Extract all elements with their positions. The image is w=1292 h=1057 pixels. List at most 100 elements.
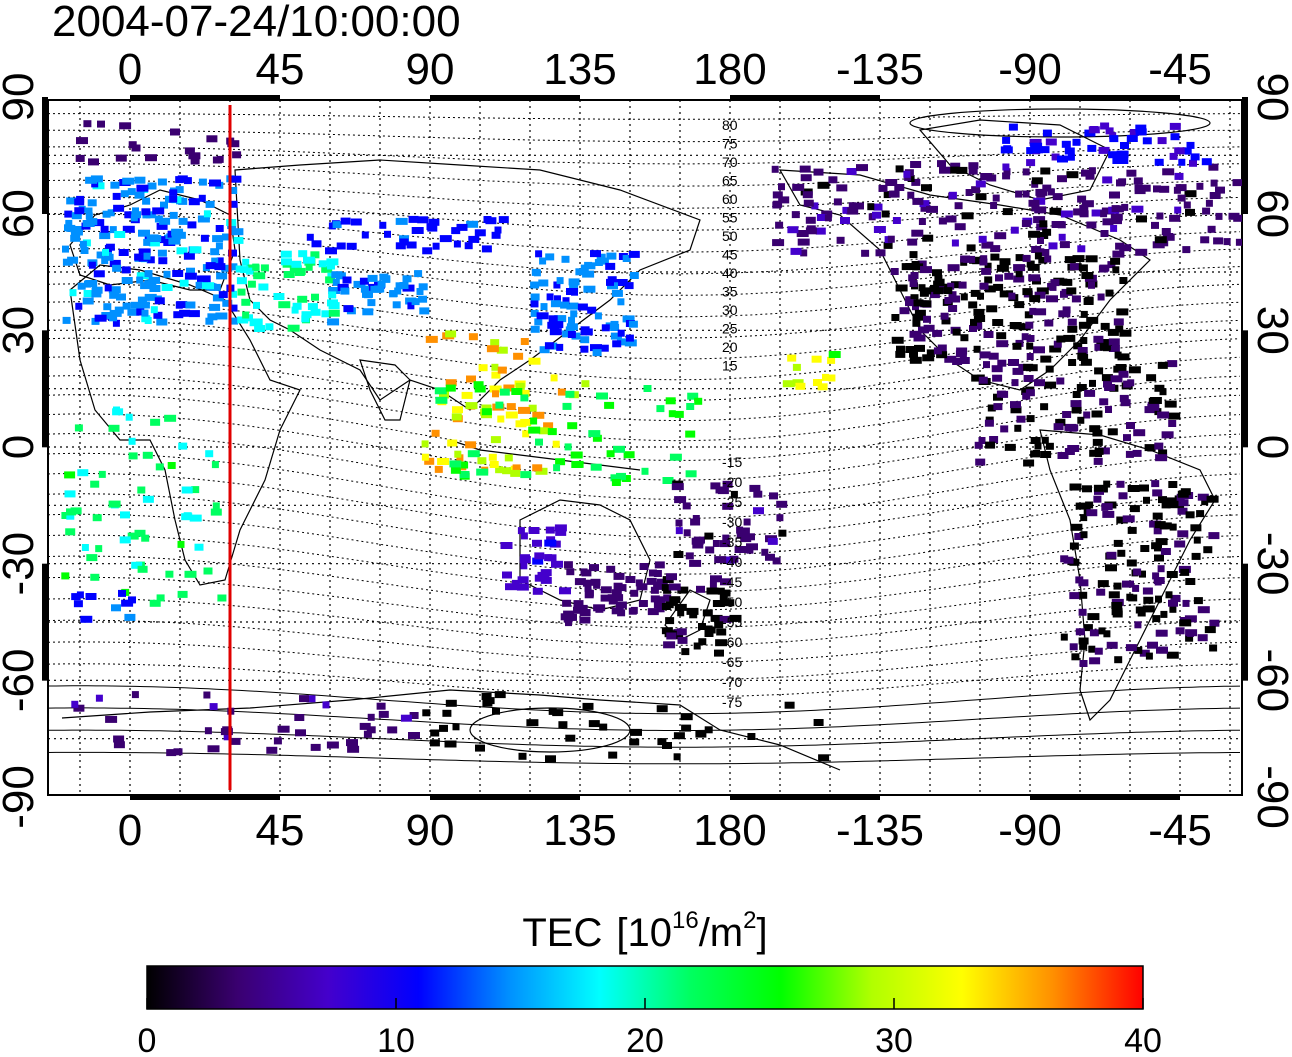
tec-cell bbox=[1112, 250, 1125, 258]
tec-cell bbox=[553, 464, 561, 472]
tec-cell bbox=[1052, 193, 1063, 201]
tec-cell bbox=[1031, 177, 1043, 185]
tec-cell bbox=[1143, 496, 1150, 504]
mlat-label: 80 bbox=[722, 117, 738, 133]
tec-cell bbox=[1158, 496, 1167, 504]
tec-cell bbox=[399, 282, 409, 289]
tec-cell bbox=[675, 519, 683, 527]
tec-cell bbox=[787, 226, 799, 234]
tec-cell bbox=[292, 302, 302, 310]
y-axis-right: 9060300-30-60-90 bbox=[1248, 73, 1292, 829]
tec-cell bbox=[360, 285, 369, 293]
tec-cell bbox=[736, 531, 749, 539]
tec-cell bbox=[945, 215, 957, 223]
tec-cell bbox=[613, 582, 623, 590]
tec-cell bbox=[1011, 379, 1019, 387]
tec-cell bbox=[1151, 480, 1160, 488]
tec-cell bbox=[1087, 144, 1097, 152]
tec-cell bbox=[299, 695, 309, 703]
tec-cell bbox=[593, 581, 601, 589]
tec-cell bbox=[95, 694, 103, 702]
tec-cell bbox=[188, 310, 200, 318]
tec-cell bbox=[289, 265, 302, 273]
tec-cell bbox=[1066, 171, 1079, 179]
tec-cell bbox=[938, 217, 947, 225]
tec-cell bbox=[567, 331, 576, 338]
tec-cell bbox=[1079, 204, 1089, 212]
tec-cell bbox=[828, 176, 838, 184]
tec-cell bbox=[310, 308, 321, 316]
tec-cell bbox=[570, 451, 583, 459]
tec-cell bbox=[1139, 484, 1149, 492]
tec-cell bbox=[1157, 565, 1165, 573]
tec-cell bbox=[102, 248, 109, 256]
tec-cell bbox=[1157, 411, 1170, 419]
tec-cell bbox=[459, 471, 470, 478]
tec-cell bbox=[772, 201, 782, 209]
tec-cell bbox=[913, 334, 926, 342]
tec-cell bbox=[606, 565, 616, 573]
tec-cell bbox=[867, 203, 875, 211]
tec-cell bbox=[134, 529, 146, 537]
tec-cell bbox=[749, 484, 761, 492]
tec-cell bbox=[996, 264, 1009, 272]
tec-cell bbox=[203, 691, 211, 699]
tec-cell bbox=[1029, 295, 1041, 303]
tec-cell bbox=[1116, 516, 1128, 524]
tec-cell bbox=[1066, 424, 1079, 432]
tec-cell bbox=[1036, 248, 1045, 256]
tec-cell bbox=[1205, 199, 1213, 207]
tec-cell bbox=[610, 324, 620, 331]
colorbar-tick-label: 10 bbox=[377, 1022, 415, 1057]
tec-cell bbox=[662, 742, 672, 749]
tec-cell bbox=[612, 340, 622, 348]
tec-cell bbox=[1018, 363, 1026, 371]
tec-cell bbox=[429, 739, 440, 747]
tec-cell bbox=[439, 391, 449, 399]
tec-cell bbox=[913, 299, 924, 307]
tec-cell bbox=[297, 295, 308, 303]
tec-cell bbox=[1107, 328, 1119, 336]
tec-cell bbox=[1126, 593, 1134, 601]
tec-cell bbox=[654, 561, 665, 569]
tec-cell bbox=[518, 752, 527, 760]
tec-cell bbox=[1066, 287, 1077, 295]
tec-cell bbox=[581, 380, 590, 388]
tec-cell bbox=[108, 424, 120, 432]
tec-cell bbox=[409, 712, 419, 719]
tec-cell bbox=[888, 190, 897, 198]
tec-cell bbox=[212, 235, 224, 243]
y-tick-label-right: 0 bbox=[1248, 435, 1292, 459]
tec-cell bbox=[121, 599, 134, 607]
mlat-label: -50 bbox=[722, 594, 742, 610]
tec-cell bbox=[613, 572, 625, 580]
tec-cell bbox=[505, 583, 517, 591]
tec-cell bbox=[474, 385, 486, 393]
tec-cell bbox=[273, 293, 285, 300]
tec-cell bbox=[1140, 184, 1151, 192]
tec-cell bbox=[641, 467, 649, 475]
tec-cell bbox=[353, 280, 366, 288]
mlat-label: -35 bbox=[722, 534, 742, 550]
tec-cell bbox=[1088, 645, 1096, 653]
tec-cell bbox=[993, 283, 1004, 291]
tec-cell bbox=[1145, 652, 1153, 660]
tec-cell bbox=[1111, 602, 1123, 609]
tec-cell bbox=[1015, 270, 1023, 278]
tec-cell bbox=[186, 267, 195, 275]
tec-cell bbox=[1101, 503, 1113, 511]
tec-cell bbox=[1165, 497, 1176, 505]
tec-cell bbox=[389, 290, 398, 298]
tec-cell bbox=[83, 120, 92, 128]
tec-cell bbox=[1179, 619, 1192, 627]
tec-cell bbox=[408, 732, 420, 739]
mlat-contour bbox=[48, 146, 1241, 165]
mlat-contour bbox=[48, 394, 1241, 461]
tec-cell bbox=[520, 394, 529, 402]
tec-cell bbox=[1123, 434, 1131, 442]
tec-cell bbox=[990, 202, 998, 209]
tec-cell bbox=[1081, 200, 1094, 208]
tec-cell bbox=[1157, 137, 1167, 145]
tec-cell bbox=[247, 280, 256, 288]
tec-cell bbox=[490, 436, 501, 444]
